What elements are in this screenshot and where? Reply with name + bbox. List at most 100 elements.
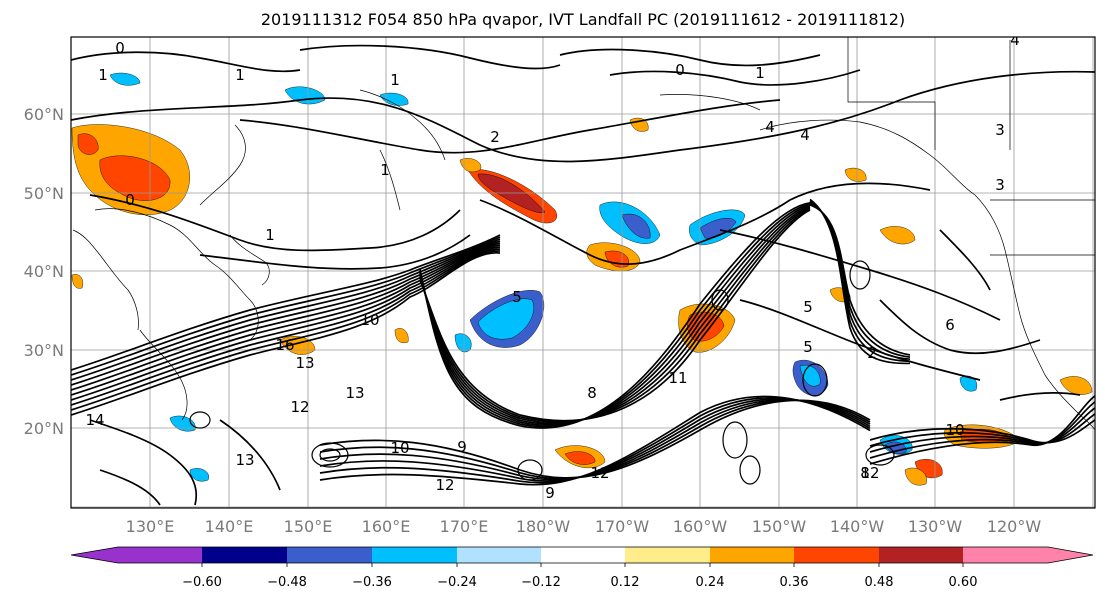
qvapor-anomaly-region: [1059, 376, 1093, 395]
ivt-contour-line: [71, 250, 501, 411]
contour-value-label: 1: [235, 66, 245, 84]
lon-label: 130°W: [908, 517, 963, 536]
coastline-segment: [229, 234, 270, 286]
ivt-contour-line: [479, 182, 931, 265]
ivt-contour-line: [809, 198, 911, 365]
contour-value-label: 1: [98, 66, 108, 84]
ivt-contour-line: [419, 209, 811, 422]
contour-value-label: 1: [265, 226, 275, 244]
ivt-contour-line: [419, 205, 811, 425]
ivt-contour-line: [419, 208, 811, 423]
ivt-contour-line: [869, 413, 1095, 447]
contour-value-label: 0: [675, 61, 685, 79]
ivt-contour-line: [869, 395, 1095, 465]
coastline-segment: [1044, 374, 1095, 431]
qvapor-anomaly-region: [99, 155, 171, 201]
contour-value-label: 14: [85, 411, 104, 429]
contour-value-label: 2: [867, 344, 877, 362]
contour-value-label: 9: [545, 484, 555, 502]
qvapor-anomaly-region: [394, 328, 409, 343]
contour-value-label: 3: [995, 176, 1005, 194]
ivt-contour-line: [71, 248, 501, 406]
colorbar-tick-label: −0.48: [267, 575, 307, 590]
qvapor-anomaly-region: [284, 86, 326, 105]
contour-value-label: 12: [860, 464, 879, 482]
ivt-contour-line: [419, 204, 811, 427]
ivt-contours: [71, 44, 1095, 506]
contour-value-label: 4: [800, 126, 810, 144]
ivt-contour-line: [89, 194, 461, 252]
map-title: 2019111312 F054 850 hPa qvapor, IVT Land…: [261, 10, 905, 29]
colorbar-tick-label: −0.60: [182, 575, 222, 590]
qvapor-anomaly-region: [379, 92, 409, 106]
colorbar-tick-label: 0.36: [780, 575, 809, 590]
qvapor-anomaly-region: [71, 274, 84, 289]
colorbar-segment: [118, 547, 202, 563]
colorbar-segment: [287, 547, 372, 563]
qvapor-anomaly-region: [904, 467, 927, 486]
contour-value-label: 5: [803, 338, 813, 356]
coastline-segment: [199, 124, 246, 206]
contour-value-label: 0: [125, 191, 135, 209]
lat-label: 50°N: [24, 184, 64, 203]
ivt-contour-line: [299, 44, 561, 70]
ivt-contour-line: [609, 69, 861, 86]
ivt-contour-ring: [722, 421, 748, 459]
colorbar-segment: [457, 547, 541, 563]
colorbar: −0.60 −0.48 −0.36 −0.24 −0.12 0.12 0.24 0.36 0.4…: [70, 546, 1094, 590]
colorbar-segment: [625, 547, 710, 563]
map-frame: [70, 36, 1096, 509]
contour-value-label: 5: [803, 298, 813, 316]
colorbar-tick-label: 0.24: [696, 575, 725, 590]
ivt-contour-line: [71, 234, 501, 371]
qvapor-anomaly-region: [169, 415, 196, 432]
colorbar-extend-high: [1048, 547, 1093, 563]
contour-value-label: 8: [587, 384, 597, 402]
latitude-labels: 60°N 50°N 40°N 30°N 20°N: [24, 105, 64, 438]
ivt-contour-line: [869, 419, 1095, 444]
ivt-contour-line: [419, 203, 811, 428]
ivt-contour-line: [99, 469, 161, 506]
qvapor-anomaly-region: [459, 158, 482, 173]
coastline-segment: [72, 229, 139, 331]
colorbar-segment: [202, 547, 287, 563]
colorbar-tick-label: 0.48: [865, 575, 894, 590]
ivt-contour-line: [71, 236, 501, 376]
contour-value-label: 13: [345, 384, 364, 402]
ivt-contour-line: [939, 229, 991, 291]
ivt-contour-ring: [802, 363, 828, 397]
contour-value-label: 12: [435, 476, 454, 494]
ivt-contour-line: [999, 392, 1081, 401]
ivt-contour-line: [559, 48, 821, 67]
colorbar-tick-label: −0.24: [437, 575, 477, 590]
colorbar-tick-label: −0.36: [352, 575, 392, 590]
longitude-labels: 130°E 140°E 150°E 160°E 170°E 180°W 170°W 160°W…: [126, 517, 1042, 536]
ivt-contour-ring: [517, 459, 543, 481]
contour-value-label: 2: [490, 128, 500, 146]
contour-value-label: 8: [860, 464, 870, 482]
lon-label: 140°W: [830, 517, 885, 536]
lon-label: 120°W: [987, 517, 1042, 536]
colorbar-segment: [710, 547, 794, 563]
coastline-segment: [659, 94, 761, 111]
ivt-contour-line: [71, 244, 501, 396]
contour-value-label: 1: [755, 64, 765, 82]
ivt-contour-line: [71, 246, 501, 401]
ivt-contour-ring: [189, 411, 211, 429]
colorbar-segment: [879, 547, 963, 563]
colorbar-tick-label: 0.60: [949, 575, 978, 590]
contour-value-label: 13: [235, 451, 254, 469]
lat-label: 40°N: [24, 262, 64, 281]
ivt-contour-line: [199, 234, 471, 270]
ivt-contour-line: [869, 401, 1095, 459]
qvapor-anomaly-region: [564, 451, 596, 465]
contour-value-label: 3: [995, 121, 1005, 139]
graticule: [71, 37, 1095, 508]
lon-label: 150°W: [752, 517, 807, 536]
contour-value-label: 11: [668, 369, 687, 387]
contour-value-label: 4: [765, 118, 775, 136]
contour-value-label: 10: [390, 439, 409, 457]
